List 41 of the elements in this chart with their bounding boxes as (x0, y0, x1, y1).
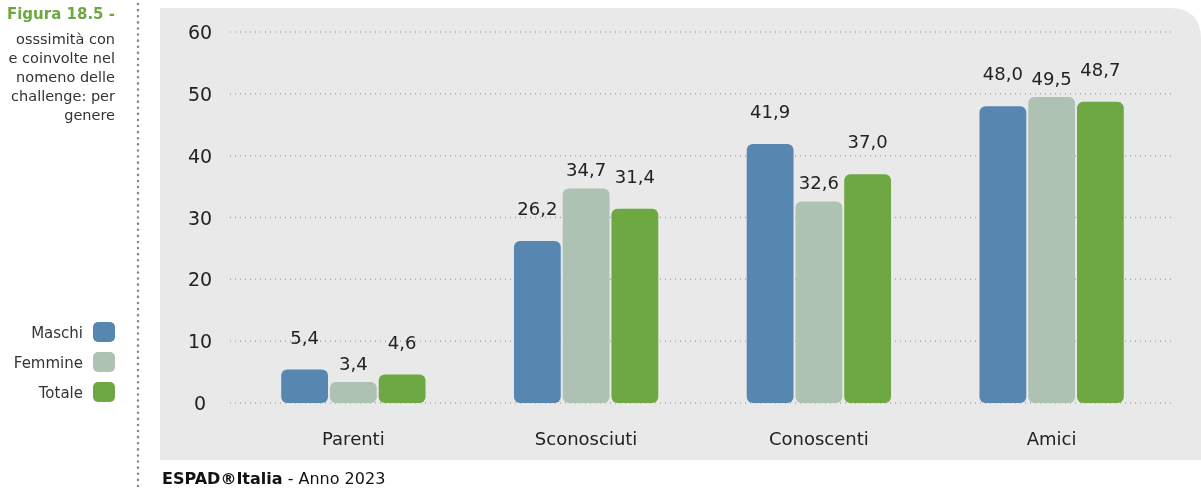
legend-label: Maschi (31, 324, 83, 342)
data-label: 49,5 (1031, 67, 1072, 89)
y-tick-label: 0 (193, 392, 207, 414)
bar (1076, 101, 1124, 403)
y-tick-label: 10 (187, 330, 213, 353)
data-label: 4,6 (387, 331, 417, 353)
y-tick-label: 30 (187, 206, 213, 229)
bar (562, 188, 610, 403)
bar (378, 374, 426, 403)
bar (1028, 96, 1076, 403)
x-tick-label: Conoscenti (768, 428, 869, 449)
bar (844, 174, 892, 403)
y-tick-label: 20 (187, 268, 213, 291)
y-tick-label: 50 (187, 82, 213, 105)
text: Figura 18.5 - (6, 5, 115, 23)
x-tick-label: Sconosciuti (534, 428, 638, 449)
bar (746, 143, 794, 403)
data-label: 31,4 (614, 165, 655, 187)
y-tick-label: 40 (187, 144, 213, 167)
data-label: 34,7 (566, 159, 607, 181)
bar (979, 106, 1027, 403)
text: osssimità con e coinvolte nel nomeno delle challenge: per genere (8, 31, 116, 123)
data-label: 5,4 (290, 326, 319, 348)
data-label: 37,0 (847, 131, 888, 153)
bar (611, 208, 659, 403)
legend-label: Femmine (13, 354, 83, 372)
bar (513, 241, 561, 403)
bar (329, 381, 377, 403)
data-label: 48,7 (1080, 58, 1121, 80)
text: ESPAD®Italia - Anno 2023 (162, 469, 386, 488)
x-tick-label: Amici (1026, 428, 1077, 449)
bar (281, 369, 329, 403)
data-label: 48,0 (982, 63, 1023, 85)
y-tick-label: 60 (187, 21, 213, 43)
data-label: 32,6 (798, 172, 839, 194)
data-label: 41,9 (750, 100, 791, 122)
x-tick-label: Parenti (322, 428, 385, 449)
data-label: 26,2 (517, 198, 558, 219)
bar (795, 201, 843, 403)
data-label: 3,4 (339, 352, 368, 374)
legend-label: Totale (37, 384, 83, 402)
